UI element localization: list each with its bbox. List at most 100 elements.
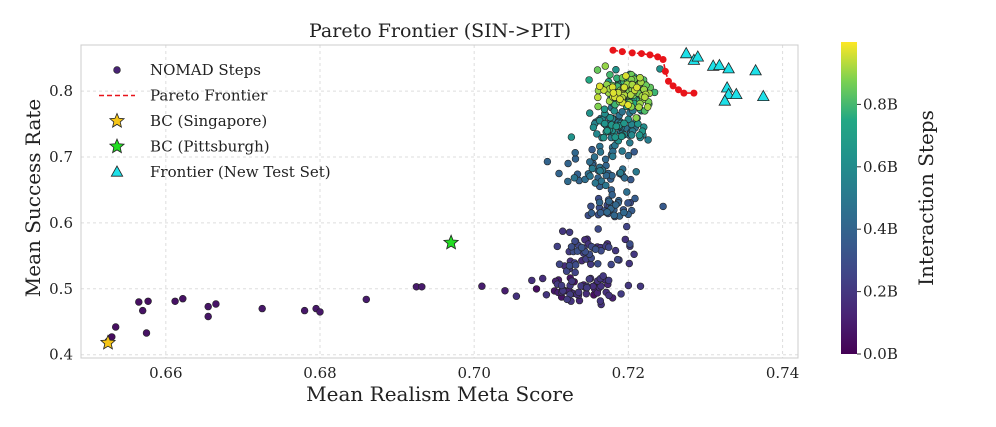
nomad-step-point <box>623 188 631 196</box>
nomad-step-point <box>586 172 594 180</box>
nomad-step-point <box>564 159 572 168</box>
nomad-step-point <box>532 285 541 293</box>
pareto-frontier <box>609 46 698 97</box>
nomad-step-point <box>596 148 605 156</box>
frontier-new-test-set-point <box>691 50 705 62</box>
colorbar-title: Interaction Steps <box>914 110 938 286</box>
nomad-step-point <box>643 103 652 111</box>
nomad-step-point <box>501 287 509 295</box>
nomad-step-point <box>135 298 143 306</box>
nomad-step-point <box>631 194 639 203</box>
nomad-step-point <box>557 281 566 290</box>
nomad-step-point <box>570 174 579 182</box>
nomad-step-point <box>587 209 596 217</box>
x-tick-label: 0.68 <box>303 364 336 382</box>
pareto-frontier-point <box>618 48 626 56</box>
pareto-frontier-point <box>680 89 688 97</box>
plot-background <box>81 45 798 358</box>
nomad-step-point <box>258 304 266 313</box>
nomad-step-point <box>605 291 613 300</box>
bc-stars <box>99 234 460 350</box>
frontier-new-test-set-points <box>679 46 770 106</box>
nomad-step-point <box>621 235 629 244</box>
nomad-step-point <box>626 139 634 147</box>
nomad-step-point <box>601 155 610 164</box>
nomad-step-point <box>593 130 601 138</box>
nomad-step-point <box>571 149 579 157</box>
nomad-step-point <box>618 108 626 116</box>
legend-label: Frontier (New Test Set) <box>150 163 331 181</box>
nomad-step-point <box>590 153 599 161</box>
x-tick-label: 0.66 <box>149 364 182 382</box>
colorbar: 0.0B 0.2B 0.4B 0.6B 0.8B Interaction Steps <box>841 42 938 363</box>
nomad-step-point <box>583 284 591 292</box>
nomad-step-point <box>641 93 649 101</box>
colorbar-tick-label: 0.0B <box>863 345 898 363</box>
nomad-step-point <box>636 282 645 290</box>
legend-pareto-frontier: Pareto Frontier <box>99 87 268 105</box>
pareto-frontier-point <box>646 51 654 59</box>
nomad-step-point <box>574 288 583 296</box>
nomad-step-point <box>617 132 626 141</box>
nomad-step-point <box>632 114 640 122</box>
nomad-step-point <box>611 246 620 255</box>
nomad-step-point <box>553 242 561 251</box>
nomad-step-point <box>602 171 610 180</box>
nomad-step-point <box>567 243 576 251</box>
x-tick-label: 0.74 <box>766 364 799 382</box>
nomad-step-point <box>624 281 633 290</box>
nomad-step-point <box>596 297 605 305</box>
nomad-step-point <box>624 199 632 207</box>
nomad-step-point <box>568 277 576 285</box>
nomad-steps-points <box>104 62 667 346</box>
y-tick-label: 0.5 <box>49 280 73 298</box>
frontier-new-test-set-point <box>749 63 762 76</box>
nomad-step-point <box>599 272 607 280</box>
nomad-step-point <box>618 147 626 155</box>
nomad-step-point <box>597 282 605 290</box>
nomad-step-point <box>589 123 598 132</box>
pareto-frontier-point <box>675 86 682 94</box>
nomad-step-point <box>595 82 604 91</box>
nomad-step-point <box>626 240 634 248</box>
legend-label: Pareto Frontier <box>150 87 268 105</box>
nomad-step-point <box>636 73 644 82</box>
x-axis-title: Mean Realism Meta Score <box>306 382 574 406</box>
legend-label: BC (Pittsburgh) <box>150 138 270 156</box>
pareto-frontier-point <box>654 53 662 61</box>
nomad-step-point <box>171 297 179 305</box>
nomad-step-point <box>565 228 574 237</box>
colorbar-gradient <box>841 42 857 354</box>
nomad-step-point <box>111 323 120 331</box>
nomad-step-point <box>594 93 602 102</box>
nomad-step-point <box>362 295 370 304</box>
nomad-step-point <box>571 237 579 245</box>
nomad-step-point <box>142 329 151 337</box>
pareto-frontier-point <box>664 77 672 85</box>
nomad-step-point <box>605 243 613 251</box>
legend-label: NOMAD Steps <box>150 61 261 79</box>
nomad-step-point <box>594 225 602 233</box>
nomad-step-point <box>600 105 609 113</box>
nomad-step-point <box>610 107 618 115</box>
nomad-step-point <box>585 76 593 84</box>
nomad-step-point <box>633 83 641 92</box>
nomad-step-point <box>204 312 212 321</box>
nomad-step-point <box>644 136 652 144</box>
nomad-step-point <box>608 191 616 199</box>
nomad-step-point <box>600 119 609 128</box>
nomad-step-point <box>567 133 576 141</box>
nomad-step-point <box>316 308 324 316</box>
nomad-step-point <box>602 181 610 190</box>
legend-nomad-steps: NOMAD Steps <box>113 61 261 79</box>
frontier-new-test-set-point <box>679 46 693 59</box>
nomad-step-point <box>591 179 599 187</box>
nomad-step-point <box>620 208 628 217</box>
nomad-step-point <box>144 297 152 305</box>
nomad-step-point <box>596 167 604 175</box>
nomad-step-point <box>588 164 596 173</box>
y-tick-label: 0.6 <box>49 214 73 232</box>
nomad-step-point <box>612 201 620 209</box>
nomad-step-point <box>635 131 644 139</box>
